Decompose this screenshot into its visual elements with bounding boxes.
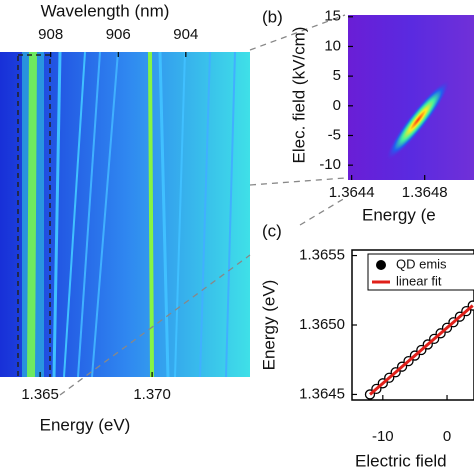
- heatmap-image: [348, 15, 474, 180]
- y-axis-label: Elec. field (kV/cm): [289, 27, 308, 164]
- x2-tick-label: 904: [173, 26, 198, 43]
- x-axis-label: Energy (eV): [40, 415, 131, 434]
- legend-label: linear fit: [396, 273, 442, 288]
- y-tick-label: -10: [319, 156, 341, 173]
- panel-label: (c): [262, 221, 282, 240]
- x2-tick-label: 908: [38, 26, 63, 43]
- x2-tick-label: 906: [106, 26, 131, 43]
- y-tick-label: 10: [324, 37, 341, 54]
- x-tick-label: -10: [372, 428, 394, 445]
- x-tick-label: 1.370: [133, 386, 171, 403]
- y-tick-label: -5: [328, 126, 341, 143]
- x-tick-label: 1.3648: [402, 184, 448, 201]
- x2-axis-label: Wavelength (nm): [41, 1, 170, 20]
- legend-box: [367, 253, 474, 291]
- y-axis-label: Energy (eV): [259, 280, 278, 371]
- heatmap-streaks: [17, 52, 236, 377]
- y-tick-label: 1.3655: [299, 247, 345, 264]
- y-tick-label: 1.3645: [299, 385, 345, 402]
- legend-swatch: [376, 260, 386, 270]
- y-tick-label: 15: [324, 8, 341, 25]
- heatmap-blob: [386, 80, 450, 160]
- panel-label: (b): [262, 7, 283, 26]
- x-axis-label: Electric field: [355, 451, 447, 470]
- y-tick-label: 0: [333, 97, 341, 114]
- connector-lines: [59, 14, 346, 396]
- y-tick-label: 1.3650: [299, 316, 345, 333]
- x-tick-label: 0: [443, 428, 451, 445]
- fit-line: [368, 304, 474, 396]
- x-axis-label: Energy (e: [362, 205, 436, 224]
- x-tick-label: 1.365: [21, 386, 59, 403]
- x-tick-label: 1.3644: [329, 184, 375, 201]
- legend-label: QD emis: [396, 256, 447, 271]
- y-tick-label: 5: [333, 67, 341, 84]
